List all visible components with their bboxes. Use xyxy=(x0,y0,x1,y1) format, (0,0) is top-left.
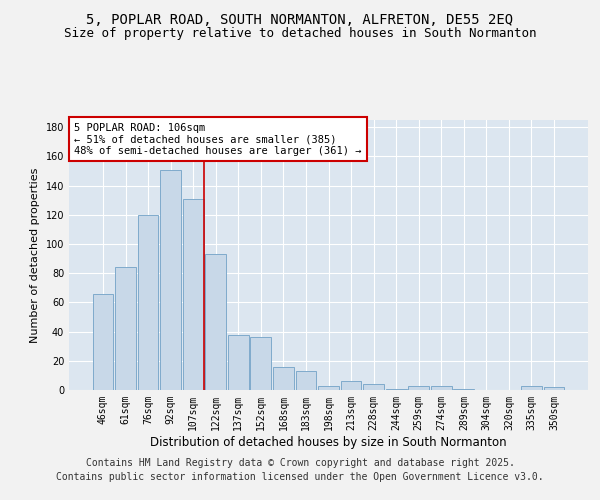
Y-axis label: Number of detached properties: Number of detached properties xyxy=(30,168,40,342)
X-axis label: Distribution of detached houses by size in South Normanton: Distribution of detached houses by size … xyxy=(150,436,507,448)
Bar xyxy=(160,170,181,390)
Bar xyxy=(250,338,271,390)
Bar xyxy=(205,254,226,390)
Bar xyxy=(454,388,474,390)
Text: 5 POPLAR ROAD: 106sqm
← 51% of detached houses are smaller (385)
48% of semi-det: 5 POPLAR ROAD: 106sqm ← 51% of detached … xyxy=(74,122,362,156)
Bar xyxy=(544,387,565,390)
Bar xyxy=(431,386,452,390)
Bar xyxy=(273,366,294,390)
Bar xyxy=(296,371,316,390)
Text: Contains public sector information licensed under the Open Government Licence v3: Contains public sector information licen… xyxy=(56,472,544,482)
Bar xyxy=(409,386,429,390)
Bar xyxy=(521,386,542,390)
Bar xyxy=(363,384,384,390)
Bar xyxy=(137,215,158,390)
Bar xyxy=(228,334,248,390)
Bar xyxy=(115,268,136,390)
Text: Contains HM Land Registry data © Crown copyright and database right 2025.: Contains HM Land Registry data © Crown c… xyxy=(86,458,514,468)
Bar xyxy=(341,381,361,390)
Bar xyxy=(183,199,203,390)
Bar xyxy=(92,294,113,390)
Bar xyxy=(318,386,339,390)
Text: Size of property relative to detached houses in South Normanton: Size of property relative to detached ho… xyxy=(64,28,536,40)
Bar xyxy=(386,388,407,390)
Text: 5, POPLAR ROAD, SOUTH NORMANTON, ALFRETON, DE55 2EQ: 5, POPLAR ROAD, SOUTH NORMANTON, ALFRETO… xyxy=(86,12,514,26)
